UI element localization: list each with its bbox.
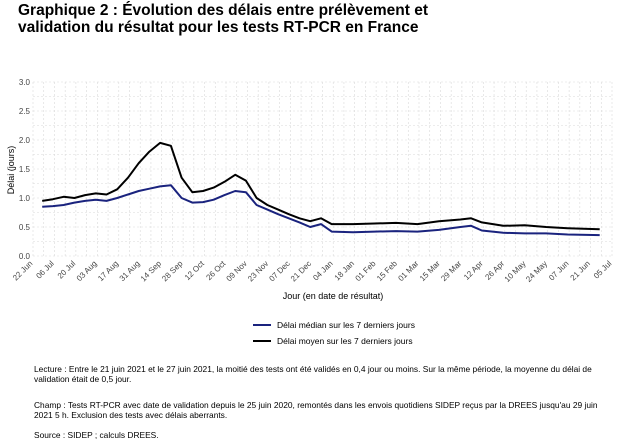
- x-tick-label: 09 Nov: [225, 259, 249, 283]
- x-axis-title: Jour (en date de résultat): [283, 291, 384, 301]
- x-tick-label: 04 Jan: [311, 259, 334, 282]
- x-tick-label: 01 Feb: [354, 259, 378, 283]
- legend-label-mean: Délai moyen sur les 7 derniers jours: [277, 336, 413, 346]
- x-tick-label: 26 Oct: [204, 259, 228, 283]
- series-line-median: [42, 184, 600, 237]
- x-tick-label: 28 Sep: [160, 259, 185, 284]
- x-tick-label: 15 Feb: [375, 259, 399, 283]
- chart-title: Graphique 2 : Évolution des délais entre…: [18, 2, 618, 36]
- legend-item-mean: Délai moyen sur les 7 derniers jours: [253, 333, 415, 349]
- x-tick-label: 23 Nov: [246, 259, 270, 283]
- x-tick-label: 03 Aug: [75, 259, 99, 283]
- y-tick-label: 2.5: [19, 107, 31, 116]
- x-tick-label: 10 May: [503, 259, 528, 284]
- x-tick-label: 22 Jun: [11, 259, 34, 282]
- x-tick-label: 01 Mar: [396, 259, 420, 283]
- legend-key-median: [253, 324, 271, 326]
- x-tick-label: 14 Sep: [139, 259, 164, 284]
- y-axis-ticks: 0.0 0.5 1.0 1.5 2.0 2.5 3.0: [19, 78, 31, 261]
- y-tick-label: 1.5: [19, 165, 31, 174]
- x-tick-label: 21 Dec: [289, 259, 313, 283]
- x-tick-label: 18 Jan: [333, 259, 356, 282]
- x-tick-label: 24 May: [524, 259, 549, 284]
- legend-label-median: Délai médian sur les 7 derniers jours: [277, 320, 415, 330]
- y-tick-label: 0.5: [19, 223, 31, 232]
- source-note: Source : SIDEP ; calculs DREES.: [34, 430, 159, 440]
- chart-title-line-1: Graphique 2 : Évolution des délais entre…: [18, 2, 429, 19]
- x-tick-label: 07 Dec: [267, 259, 291, 283]
- x-tick-label: 05 Jul: [592, 259, 614, 281]
- legend-key-mean: [253, 340, 271, 342]
- chart-title-line-2: validation du résultat pour les tests RT…: [18, 19, 419, 36]
- x-tick-label: 29 Mar: [439, 259, 463, 283]
- x-tick-label: 12 Apr: [462, 259, 485, 282]
- x-tick-label: 06 Jul: [34, 259, 56, 281]
- x-tick-label: 21 Jun: [569, 259, 592, 282]
- x-tick-label: 12 Oct: [183, 259, 207, 283]
- y-axis-title: Délai (jours): [6, 146, 16, 195]
- legend-item-median: Délai médian sur les 7 derniers jours: [253, 317, 415, 333]
- grid: [32, 81, 613, 257]
- y-tick-label: 1.0: [19, 194, 31, 203]
- legend: Délai médian sur les 7 derniers jours Dé…: [253, 317, 415, 349]
- x-tick-label: 07 Jun: [547, 259, 570, 282]
- series-lines: [42, 141, 600, 237]
- x-tick-label: 31 Aug: [118, 259, 142, 283]
- x-tick-label: 15 Mar: [418, 259, 442, 283]
- y-tick-label: 2.0: [19, 136, 31, 145]
- y-tick-label: 0.0: [19, 252, 31, 261]
- series-line-mean: [42, 141, 600, 231]
- lecture-note: Lecture : Entre le 21 juin 2021 et le 27…: [34, 364, 592, 384]
- x-tick-label: 17 Aug: [96, 259, 120, 283]
- y-tick-label: 3.0: [19, 78, 31, 87]
- champ-note: Champ : Tests RT-PCR avec date de valida…: [34, 400, 598, 420]
